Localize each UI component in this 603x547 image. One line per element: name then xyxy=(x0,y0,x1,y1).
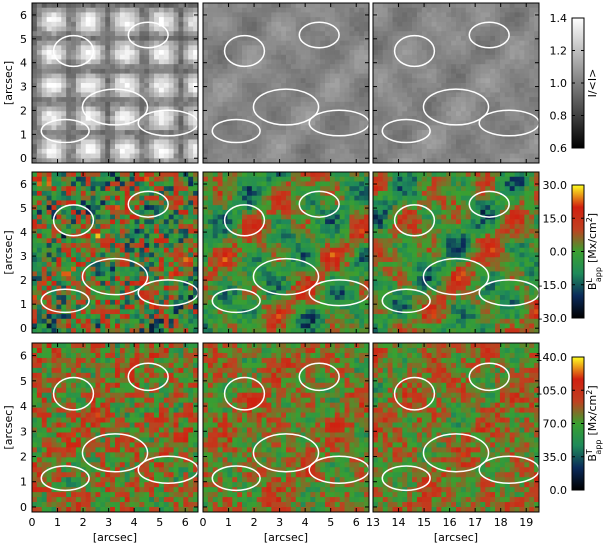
colorbar-tick-label: 35.0 xyxy=(543,451,568,464)
colorbar-label-part: T xyxy=(585,449,594,455)
y-tick-label: 3 xyxy=(20,250,27,263)
x-tick-label: 3 xyxy=(276,516,283,529)
colorbar-tick-label: 140.0 xyxy=(536,351,568,364)
colorbar-tick-label: -15.0 xyxy=(539,279,567,292)
colorbar-tick-label: 15.0 xyxy=(543,212,568,225)
image-panel xyxy=(373,3,539,163)
x-tick-label: 5 xyxy=(156,516,163,529)
y-tick-label: 6 xyxy=(20,9,27,22)
y-tick-label: 0 xyxy=(20,152,27,165)
colorbar-label-part: ] xyxy=(586,213,599,217)
y-tick-label: 5 xyxy=(20,202,27,215)
x-tick-label: 1 xyxy=(54,516,61,529)
y-tick-label: 3 xyxy=(20,425,27,438)
x-tick-label: 18 xyxy=(494,516,508,529)
colorbar-tick-label: 1.2 xyxy=(550,45,568,58)
y-tick-label: 2 xyxy=(20,274,27,287)
colorbar-label-part: L xyxy=(585,278,594,283)
x-tick-label: 0 xyxy=(29,516,36,529)
y-tick-label: 5 xyxy=(20,375,27,388)
x-tick-label: 1 xyxy=(225,516,232,529)
colorbar-label-part: app xyxy=(594,267,603,282)
colorbar-label-part: [Mx/cm xyxy=(586,222,599,263)
colorbar-label-part: ] xyxy=(586,385,599,389)
x-tick-label: 19 xyxy=(519,516,533,529)
y-tick-label: 6 xyxy=(20,178,27,191)
x-tick-label: 5 xyxy=(327,516,334,529)
y-tick-label: 1 xyxy=(20,128,27,141)
image-panel xyxy=(203,343,369,512)
y-tick-label: 4 xyxy=(20,226,27,239)
x-tick-label: 3 xyxy=(105,516,112,529)
x-tick-label: 2 xyxy=(251,516,258,529)
y-axis-label: [arcsec] xyxy=(2,230,15,274)
colorbar-label: I/<I> xyxy=(586,69,599,98)
y-tick-label: 4 xyxy=(20,400,27,413)
image-panel xyxy=(373,172,539,333)
y-tick-label: 2 xyxy=(20,104,27,117)
colorbar-label-part: app xyxy=(594,439,603,454)
colorbar-tick-label: 1.4 xyxy=(550,12,568,25)
x-tick-label: 0 xyxy=(200,516,207,529)
x-tick-label: 2 xyxy=(80,516,87,529)
colorbar-tick-label: 0.8 xyxy=(550,110,568,123)
x-tick-label: 6 xyxy=(182,516,189,529)
x-tick-label: 6 xyxy=(353,516,360,529)
y-tick-label: 0 xyxy=(20,501,27,514)
colorbar-tick-label: 0.0 xyxy=(550,246,568,259)
y-tick-label: 4 xyxy=(20,57,27,70)
image-panel xyxy=(32,343,198,512)
colorbar-tick-label: 30.0 xyxy=(543,179,568,192)
x-axis-label: [arcsec] xyxy=(434,531,478,543)
y-axis-label: [arcsec] xyxy=(2,61,15,105)
x-tick-label: 13 xyxy=(366,516,380,529)
colorbar-label-part: B xyxy=(586,283,599,291)
colorbar-tick-label: 0.6 xyxy=(550,142,568,155)
x-tick-label: 4 xyxy=(302,516,309,529)
y-tick-label: 2 xyxy=(20,451,27,464)
x-tick-label: 17 xyxy=(468,516,482,529)
x-tick-label: 15 xyxy=(417,516,431,529)
colorbar-tick-label: 70.0 xyxy=(543,418,568,431)
x-axis-label: [arcsec] xyxy=(93,531,137,543)
colorbar-label: BTapp[Mx/cm2] xyxy=(585,385,603,461)
x-tick-label: 4 xyxy=(131,516,138,529)
colorbar-label-part: I/<I> xyxy=(586,69,599,98)
colorbar-tick-label: 1.0 xyxy=(550,77,568,90)
y-tick-label: 6 xyxy=(20,350,27,363)
colorbar-tick-label: 0.0 xyxy=(550,484,568,497)
y-tick-label: 1 xyxy=(20,298,27,311)
y-axis-label: [arcsec] xyxy=(2,405,15,449)
image-panel xyxy=(203,172,369,333)
image-panel xyxy=(32,172,198,333)
colorbar-label: BLapp[Mx/cm2] xyxy=(585,213,603,290)
image-panel xyxy=(32,3,198,163)
y-tick-label: 3 xyxy=(20,81,27,94)
x-tick-label: 16 xyxy=(443,516,457,529)
colorbar-tick-label: -30.0 xyxy=(539,312,567,325)
colorbar-tick-label: 105.0 xyxy=(536,384,568,397)
y-tick-label: 1 xyxy=(20,476,27,489)
y-tick-label: 0 xyxy=(20,322,27,335)
colorbar-label-part: [Mx/cm xyxy=(586,395,599,436)
image-panel xyxy=(373,343,539,512)
image-panel xyxy=(203,3,369,163)
x-tick-label: 14 xyxy=(392,516,406,529)
x-axis-label: [arcsec] xyxy=(264,531,308,543)
y-tick-label: 5 xyxy=(20,33,27,46)
